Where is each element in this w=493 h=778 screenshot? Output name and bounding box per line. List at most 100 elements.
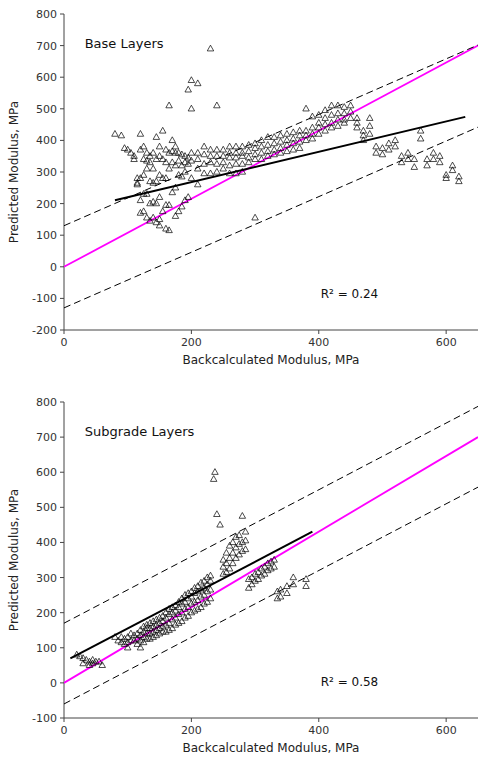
point — [207, 45, 213, 51]
point — [89, 660, 95, 666]
point — [322, 127, 328, 133]
point — [265, 560, 271, 566]
point — [242, 528, 248, 534]
y-tick — [60, 330, 64, 331]
line — [70, 532, 312, 659]
point — [188, 105, 194, 111]
y-tick-label: 600 — [36, 71, 57, 84]
point — [303, 583, 309, 589]
y-tick — [60, 266, 64, 267]
confidence-line — [64, 406, 478, 623]
point — [398, 159, 404, 165]
point — [226, 170, 232, 176]
point — [179, 609, 185, 615]
point — [258, 156, 264, 162]
point — [258, 565, 264, 571]
point — [366, 115, 372, 121]
point — [239, 168, 245, 174]
y-tick — [60, 507, 64, 508]
point — [198, 604, 204, 610]
x-tick — [64, 330, 65, 334]
point — [144, 191, 150, 197]
point — [182, 606, 188, 612]
point — [150, 149, 156, 155]
y-tick — [60, 298, 64, 299]
y-tick — [60, 77, 64, 78]
point — [188, 600, 194, 606]
point — [223, 549, 229, 555]
point — [172, 614, 178, 620]
point — [284, 130, 290, 136]
point — [80, 660, 86, 666]
y-tick — [60, 718, 64, 719]
point — [245, 142, 251, 148]
point — [335, 123, 341, 129]
point — [392, 137, 398, 143]
x-tick — [318, 330, 319, 334]
point — [322, 107, 328, 113]
y-tick — [60, 402, 64, 403]
point — [411, 164, 417, 170]
point — [239, 539, 245, 545]
point — [386, 146, 392, 152]
point — [188, 77, 194, 83]
point — [233, 170, 239, 176]
y-tick-label: 300 — [36, 166, 57, 179]
point — [417, 127, 423, 133]
y-tick-label: 700 — [36, 40, 57, 53]
point — [185, 613, 191, 619]
point — [156, 194, 162, 200]
point — [204, 599, 210, 605]
x-axis-label: Backcalculated Modulus, MPa — [183, 353, 360, 367]
confidence-line — [64, 487, 478, 704]
point — [112, 130, 118, 136]
point — [214, 161, 220, 167]
point — [166, 149, 172, 155]
point — [239, 153, 245, 159]
point — [198, 586, 204, 592]
y-tick — [60, 682, 64, 683]
point — [172, 149, 178, 155]
point — [217, 521, 223, 527]
y-tick-label: 500 — [36, 103, 57, 116]
chart-svg: 0200400600-200-1000100200300400500600700… — [0, 0, 493, 778]
point — [156, 216, 162, 222]
point — [309, 113, 315, 119]
point — [249, 581, 255, 587]
point — [207, 159, 213, 165]
point — [166, 227, 172, 233]
point — [150, 165, 156, 171]
point — [239, 143, 245, 149]
point — [212, 469, 218, 475]
point — [233, 143, 239, 149]
point — [169, 625, 175, 631]
point — [147, 159, 153, 165]
y-tick-label: 100 — [36, 642, 57, 655]
point — [230, 539, 236, 545]
point — [233, 544, 239, 550]
x-tick — [191, 330, 192, 334]
point — [252, 577, 258, 583]
point — [354, 124, 360, 130]
point — [347, 115, 353, 121]
point — [179, 600, 185, 606]
point — [274, 595, 280, 601]
point — [430, 156, 436, 162]
x-tick-label: 200 — [181, 336, 202, 349]
y-axis-line — [64, 402, 65, 718]
point — [195, 149, 201, 155]
x-axis-line — [64, 330, 478, 331]
y-tick — [60, 14, 64, 15]
y-tick-label: 700 — [36, 431, 57, 444]
point — [163, 159, 169, 165]
point — [153, 134, 159, 140]
point — [360, 137, 366, 143]
point — [424, 156, 430, 162]
y-tick-label: -100 — [32, 712, 57, 725]
y-axis-label: Predicted Modulus, MPa — [7, 489, 21, 631]
x-tick-label: 400 — [308, 724, 329, 737]
point — [201, 161, 207, 167]
point — [156, 143, 162, 149]
point — [316, 130, 322, 136]
point — [207, 595, 213, 601]
